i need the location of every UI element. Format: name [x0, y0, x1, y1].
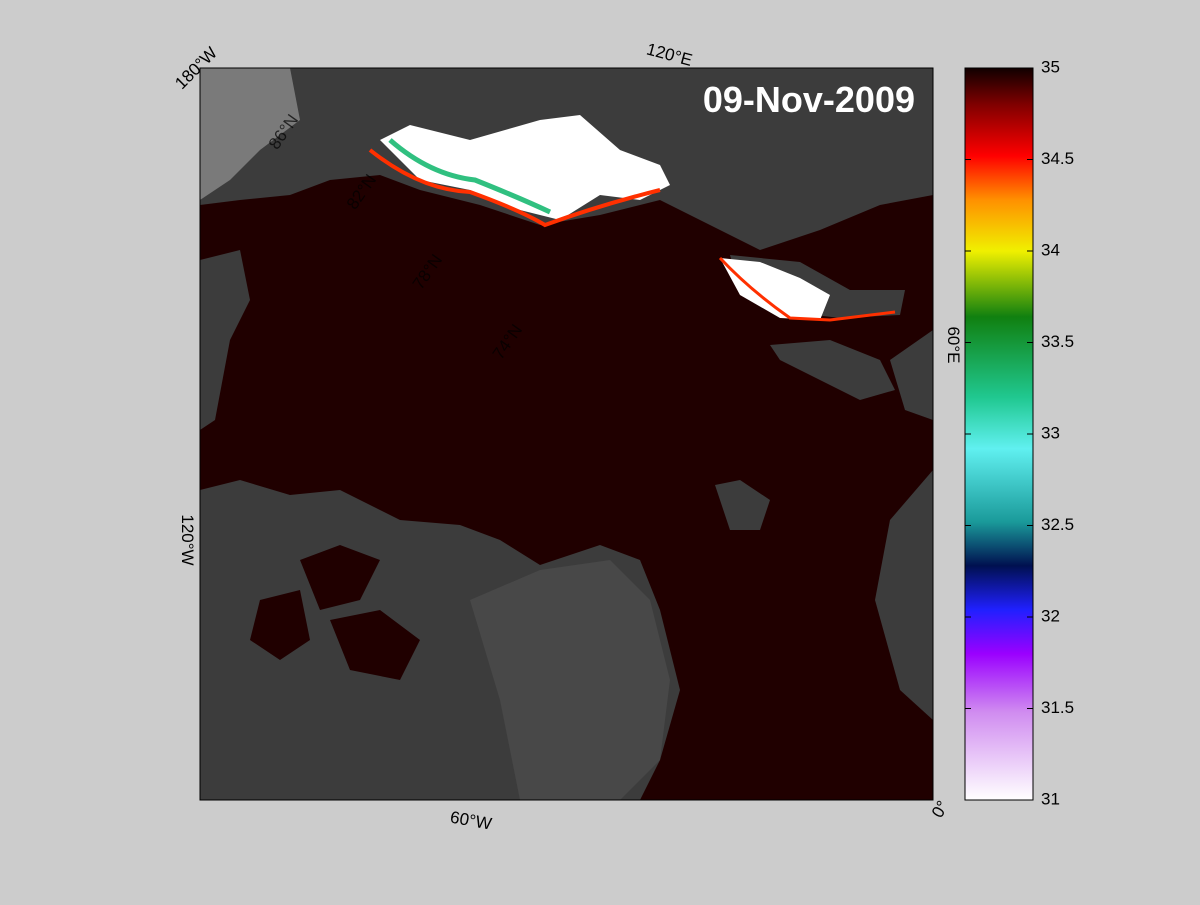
colorbar-tick-label: 33 [1041, 423, 1060, 442]
colorbar-axis: 31 31.5 32 32.5 33 33.5 34 34.5 35 [965, 57, 1074, 808]
salinity-front [368, 148, 661, 228]
colorbar-tick-label: 32 [1041, 606, 1060, 625]
sea-ice [380, 115, 670, 220]
colorbar-tick-label: 34.5 [1041, 149, 1074, 168]
map-frame [199, 67, 934, 801]
lon-label: 120°E [644, 39, 694, 69]
sea-ice-kara [720, 258, 830, 320]
land-alaska-shelf [200, 68, 300, 200]
lon-label: 0° [928, 797, 953, 821]
map [200, 68, 933, 800]
colorbar-tick-label: 31 [1041, 789, 1060, 808]
land-greenland [470, 560, 670, 800]
salinity-front [718, 256, 896, 322]
land-alaska [200, 250, 250, 430]
lon-label: 60°E [944, 326, 963, 363]
colorbar-tick-label: 34 [1041, 240, 1060, 259]
lon-label: 120°W [178, 514, 197, 565]
date-label: 09-Nov-2009 [703, 79, 915, 120]
land-scandinavia [890, 330, 933, 420]
colorbar-tick-label: 35 [1041, 57, 1060, 76]
land-norway [875, 470, 933, 720]
colorbar-tick-label: 32.5 [1041, 515, 1074, 534]
land-novaya-zemlya [770, 340, 895, 400]
colorbar-tick-label: 33.5 [1041, 332, 1074, 351]
colorbar-tick-label: 31.5 [1041, 698, 1074, 717]
salinity-front [388, 138, 552, 215]
land-svalbard [715, 480, 770, 530]
colorbar [964, 67, 1034, 801]
lon-label: 60°W [449, 808, 493, 834]
channels [250, 545, 420, 680]
